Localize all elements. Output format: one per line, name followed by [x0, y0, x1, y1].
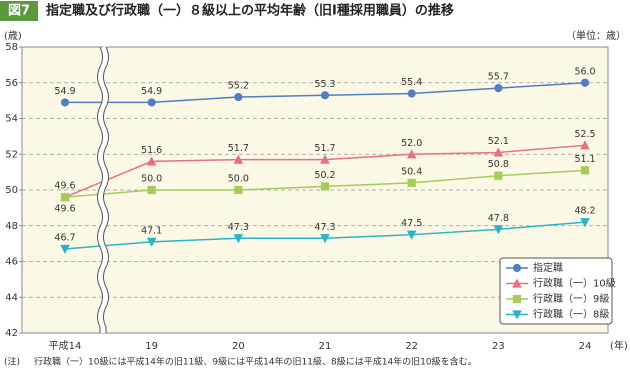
marker — [320, 91, 330, 100]
note: 行政職（一）10級には平成14年の旧11級、9級には平成14年の旧11級、8級に… — [34, 356, 477, 368]
data-label: 47.1 — [141, 225, 162, 236]
x-tick-label: 24 — [579, 341, 592, 352]
marker — [60, 244, 70, 255]
data-label: 48.2 — [574, 206, 595, 217]
marker — [407, 178, 416, 187]
data-label: 52.5 — [574, 129, 595, 140]
x-tick-label: 23 — [492, 341, 505, 352]
data-label: 47.3 — [228, 222, 249, 233]
marker — [493, 225, 504, 235]
legend-label: 行政職（一）10級 — [533, 277, 616, 290]
figure-label: 図7 — [8, 4, 30, 19]
note-label: (注) — [4, 356, 20, 368]
data-label: 50.8 — [488, 159, 509, 170]
data-label: 51.7 — [314, 143, 335, 154]
y-tick-label: 56 — [5, 78, 18, 89]
data-label: 55.4 — [401, 77, 422, 88]
marker — [60, 98, 70, 107]
x-tick-label: 平成14 — [49, 340, 82, 352]
y-tick-label: 54 — [5, 114, 18, 125]
marker — [580, 166, 590, 175]
data-label: 50.2 — [314, 170, 335, 181]
data-label: 55.7 — [488, 72, 509, 83]
data-label: 52.1 — [488, 136, 509, 147]
data-label: 46.7 — [54, 232, 75, 243]
data-label: 56.0 — [574, 66, 595, 77]
marker — [234, 185, 243, 195]
y-tick-label: 46 — [5, 257, 18, 268]
data-label: 51.6 — [141, 145, 162, 156]
marker — [406, 230, 417, 240]
marker — [494, 171, 503, 180]
x-tick-label: 21 — [319, 341, 332, 352]
data-label: 51.7 — [228, 143, 249, 154]
marker — [512, 294, 522, 304]
data-label: 54.9 — [141, 86, 162, 97]
marker — [494, 84, 503, 93]
data-label: 47.5 — [401, 218, 422, 229]
data-label: 49.6 — [54, 181, 75, 192]
axis-break-line — [103, 46, 109, 333]
marker — [146, 237, 157, 247]
marker — [146, 156, 157, 166]
axis-break — [97, 45, 109, 333]
data-label: 47.8 — [488, 213, 509, 224]
data-label: 49.6 — [54, 204, 75, 215]
data-label: 52.0 — [401, 138, 422, 149]
x-tick-label: 22 — [405, 341, 418, 352]
data-label: 51.1 — [574, 154, 595, 165]
y-tick-label: 58 — [5, 42, 18, 53]
marker — [407, 89, 416, 98]
chart-title: 指定職及び行政職（一）８級以上の平均年齢（旧Ⅰ種採用職員）の推移 — [46, 3, 454, 19]
data-label: 50.4 — [401, 166, 422, 177]
marker — [493, 147, 504, 157]
y-tick-label: 42 — [5, 328, 18, 339]
data-label: 54.9 — [54, 86, 75, 97]
data-label: 50.0 — [141, 174, 162, 185]
marker — [320, 234, 330, 244]
marker — [512, 263, 522, 273]
y-tick-label: 44 — [5, 292, 18, 303]
legend-label: 行政職（一）9級 — [533, 292, 609, 305]
marker — [60, 193, 70, 202]
legend-label: 指定職 — [533, 261, 563, 274]
marker — [512, 278, 522, 288]
marker — [512, 310, 522, 320]
x-unit: (年) — [610, 339, 628, 352]
marker — [580, 140, 590, 150]
y-tick-label: 50 — [5, 185, 18, 196]
marker — [320, 182, 330, 191]
legend-box — [499, 257, 613, 325]
x-tick-label: 20 — [232, 341, 245, 352]
axis-break-line — [97, 46, 103, 333]
data-label: 50.0 — [228, 174, 249, 185]
marker — [233, 154, 244, 164]
marker — [580, 78, 590, 87]
data-label: 55.3 — [314, 79, 335, 90]
marker — [147, 98, 156, 107]
figure-badge — [0, 1, 38, 21]
marker — [233, 234, 244, 244]
y-tick-label: 52 — [5, 149, 18, 160]
data-label: 55.2 — [228, 81, 249, 92]
marker — [320, 154, 330, 164]
y-tick-label: 48 — [5, 221, 18, 232]
y-unit: (歳) — [4, 30, 22, 42]
data-label: 47.3 — [314, 222, 335, 233]
marker — [580, 218, 590, 228]
unit-note: （単位：歳） — [566, 29, 626, 42]
marker — [147, 185, 156, 195]
marker — [234, 92, 243, 102]
x-tick-label: 19 — [145, 341, 158, 352]
legend-label: 行政職（一）8級 — [533, 308, 609, 321]
marker — [406, 149, 417, 159]
